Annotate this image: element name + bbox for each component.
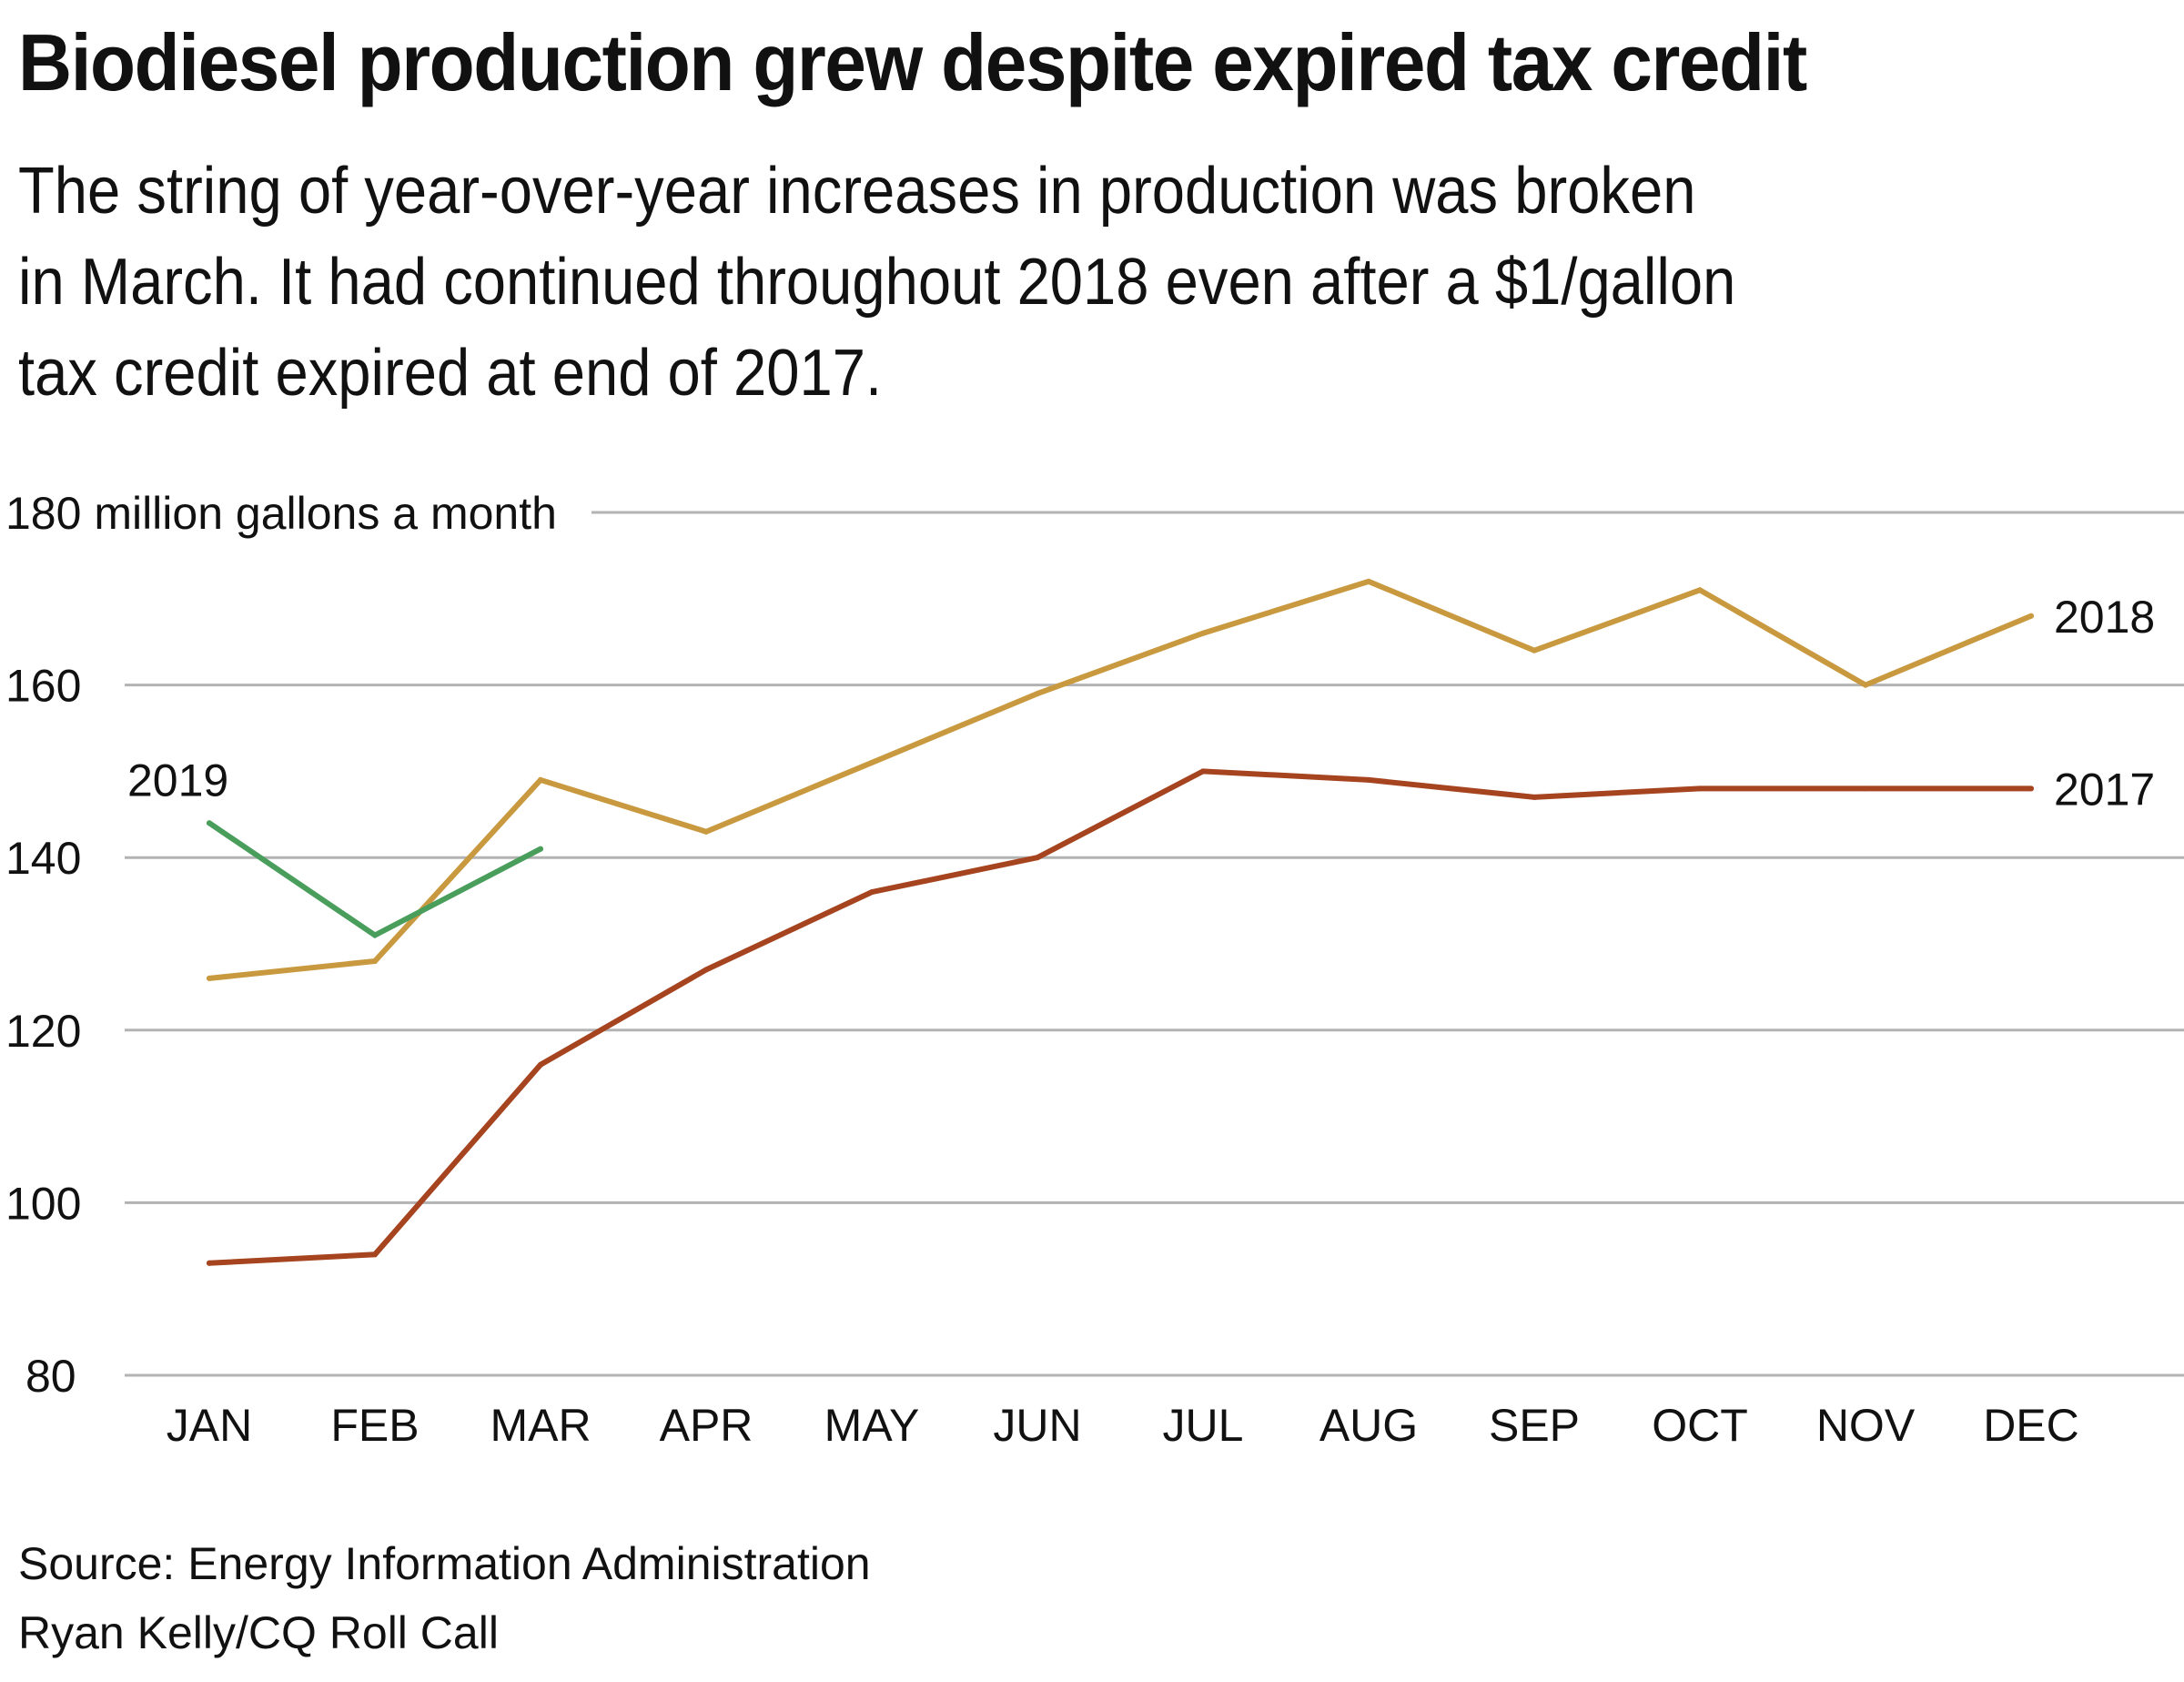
x-tick-label: SEP [1489,1400,1580,1451]
y-tick-label: 160 [5,661,81,712]
data-point-2018 [1863,682,1868,688]
data-point-2018 [1200,630,1206,636]
series-lines [207,578,2034,1266]
data-point-2018 [1366,578,1371,584]
x-tick-label: FEB [330,1400,419,1451]
data-point-2017 [1035,855,1040,861]
subtitle-line: in March. It had continued throughout 20… [18,246,1736,319]
x-tick-label: APR [660,1400,753,1451]
gridlines [125,511,2184,1377]
data-point-2017 [703,967,709,973]
x-tick-label: OCT [1652,1400,1748,1451]
data-point-2017 [538,1061,543,1068]
x-tick-label: NOV [1816,1400,1916,1451]
data-point-2018 [1035,691,1040,697]
data-point-2017 [1532,794,1537,800]
y-tick-label: 140 [5,833,81,884]
x-tick-label: MAY [824,1400,920,1451]
x-tick-label: JAN [167,1400,252,1451]
data-point-2018 [538,776,543,783]
y-tick-label: 80 [25,1351,76,1402]
data-point-2018 [207,975,212,981]
subtitle-line: tax credit expired at end of 2017. [18,337,883,410]
data-point-2017 [869,889,875,896]
data-point-2019 [538,846,543,852]
subtitle-line: The string of year-over-year increases i… [18,155,1696,228]
data-point-2018 [1697,587,1703,593]
chart-subtitle: The string of year-over-year increases i… [18,146,2078,419]
chart-footer: Source: Energy Information Administratio… [18,1529,871,1667]
x-axis-ticks: JAN FEB MAR APR MAY JUN JUL AUG SEP OCT NOV DEC [167,1400,2079,1451]
data-point-2017 [1863,785,1868,792]
x-tick-label: JUN [993,1400,1081,1451]
y-tick-label: 100 [5,1178,81,1229]
y-tick-label: 120 [5,1006,81,1057]
data-point-2017 [372,1251,378,1258]
series-labels: 2017 2018 2019 [127,592,2155,816]
data-point-2017 [207,1260,212,1266]
x-tick-label: AUG [1320,1400,1418,1451]
series-line-2017 [207,768,2034,1266]
data-point-2018 [372,958,378,964]
x-tick-label: MAR [490,1400,591,1451]
data-point-2017 [2028,785,2034,792]
data-point-2018 [2028,613,2034,619]
x-tick-label: DEC [1983,1400,2079,1451]
data-point-2017 [1366,776,1371,783]
data-point-2018 [1532,647,1537,654]
data-point-2019 [372,932,378,938]
series-label-2019: 2019 [127,755,228,806]
data-point-2018 [703,828,709,835]
x-tick-label: JUL [1163,1400,1244,1451]
source-note: Source: Energy Information Administratio… [18,1538,871,1589]
data-point-2017 [1200,768,1206,775]
series-label-2017: 2017 [2054,764,2155,815]
y-axis-ticks: 80 100 120 140 160 180 million gallons a mont… [5,488,557,1402]
data-point-2018 [869,759,875,765]
data-point-2019 [207,820,212,826]
chart-title: Biodiesel production grew despite expire… [18,17,1807,107]
series-line-2018 [207,578,2034,981]
data-point-2017 [1697,785,1703,792]
series-line-2019 [207,820,543,939]
credit-note: Ryan Kelly/CQ Roll Call [18,1607,499,1658]
y-tick-label: 180 million gallons a month [5,488,557,539]
series-label-2018: 2018 [2054,592,2155,643]
